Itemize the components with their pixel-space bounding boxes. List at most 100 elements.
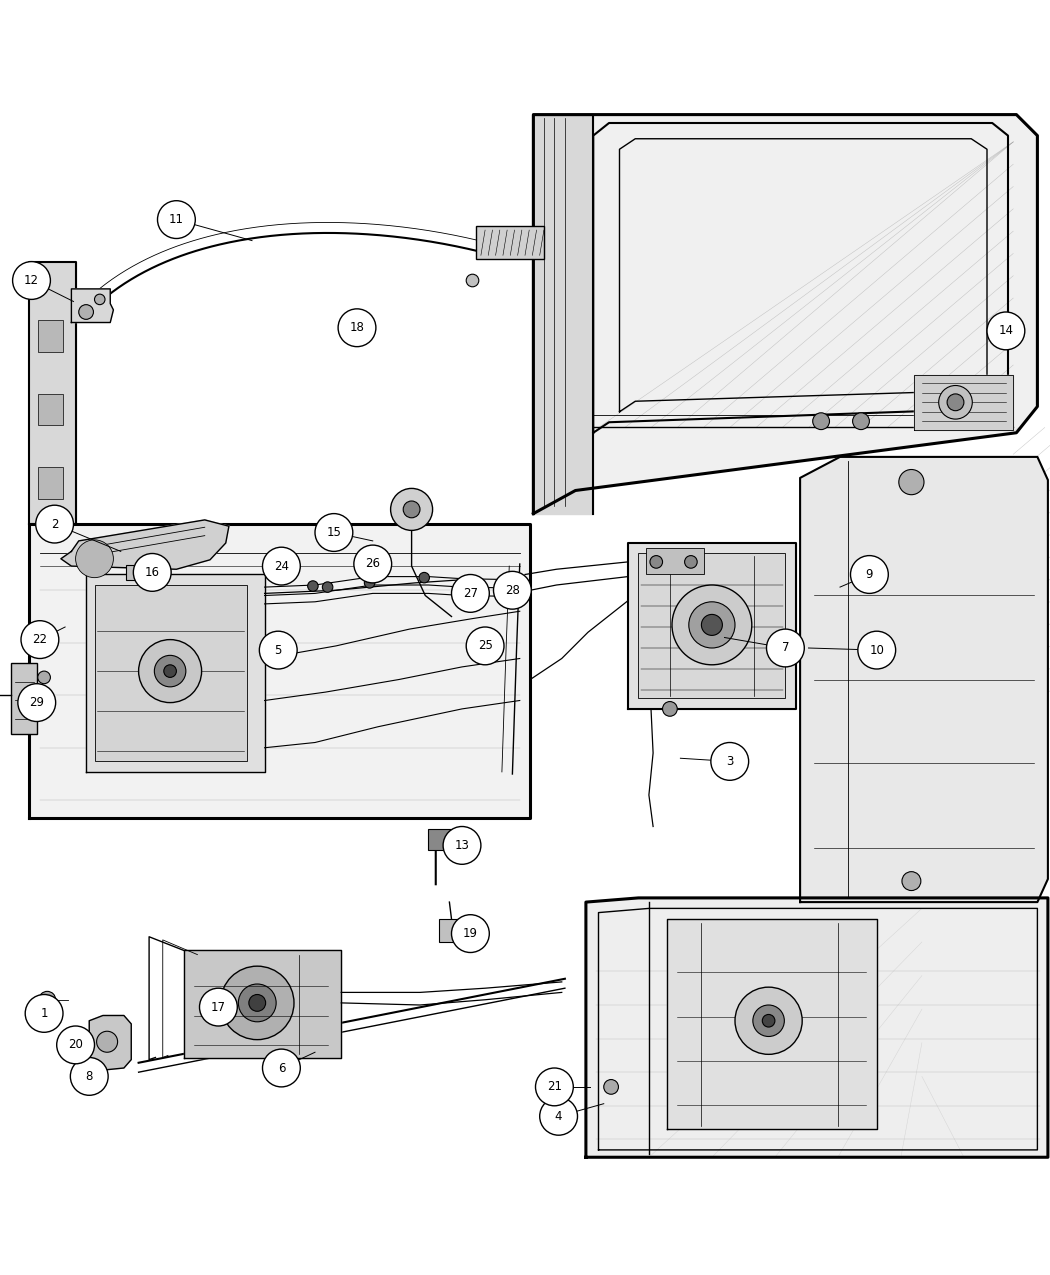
Circle shape bbox=[133, 553, 171, 592]
Text: 13: 13 bbox=[455, 839, 469, 852]
Circle shape bbox=[762, 1015, 775, 1028]
Polygon shape bbox=[29, 524, 530, 819]
Text: 9: 9 bbox=[865, 567, 874, 581]
Circle shape bbox=[452, 575, 489, 612]
Circle shape bbox=[391, 488, 433, 530]
Text: 21: 21 bbox=[547, 1080, 562, 1094]
Circle shape bbox=[540, 1098, 578, 1135]
Circle shape bbox=[452, 914, 489, 952]
Polygon shape bbox=[628, 543, 796, 709]
Circle shape bbox=[689, 602, 735, 648]
Circle shape bbox=[39, 992, 56, 1009]
Circle shape bbox=[315, 514, 353, 551]
Circle shape bbox=[97, 1031, 118, 1052]
Text: 25: 25 bbox=[478, 639, 492, 653]
FancyBboxPatch shape bbox=[439, 919, 483, 942]
Circle shape bbox=[672, 585, 752, 664]
Circle shape bbox=[735, 987, 802, 1054]
Polygon shape bbox=[800, 456, 1048, 903]
Text: 2: 2 bbox=[50, 518, 59, 530]
Circle shape bbox=[850, 556, 888, 593]
Circle shape bbox=[65, 1035, 78, 1048]
Circle shape bbox=[262, 547, 300, 585]
Polygon shape bbox=[29, 261, 76, 524]
Polygon shape bbox=[71, 289, 113, 323]
Text: 4: 4 bbox=[554, 1109, 563, 1123]
Circle shape bbox=[164, 664, 176, 677]
Circle shape bbox=[364, 572, 375, 583]
Text: 20: 20 bbox=[68, 1038, 83, 1052]
Circle shape bbox=[322, 581, 333, 593]
Text: 22: 22 bbox=[33, 634, 47, 646]
Text: 15: 15 bbox=[327, 527, 341, 539]
FancyBboxPatch shape bbox=[10, 663, 37, 734]
FancyBboxPatch shape bbox=[646, 548, 704, 575]
Text: 27: 27 bbox=[463, 586, 478, 601]
FancyBboxPatch shape bbox=[38, 320, 63, 352]
Polygon shape bbox=[86, 575, 265, 771]
Text: 19: 19 bbox=[463, 927, 478, 940]
Circle shape bbox=[419, 572, 429, 583]
Text: 3: 3 bbox=[726, 755, 734, 768]
Circle shape bbox=[262, 1049, 300, 1086]
Circle shape bbox=[902, 872, 921, 890]
Text: 6: 6 bbox=[277, 1062, 286, 1075]
Polygon shape bbox=[914, 375, 1013, 430]
Circle shape bbox=[354, 546, 392, 583]
Circle shape bbox=[443, 826, 481, 864]
Text: 29: 29 bbox=[29, 696, 44, 709]
Circle shape bbox=[663, 701, 677, 717]
Circle shape bbox=[220, 966, 294, 1039]
Text: 26: 26 bbox=[365, 557, 380, 570]
Circle shape bbox=[249, 994, 266, 1011]
Circle shape bbox=[536, 1068, 573, 1105]
FancyBboxPatch shape bbox=[638, 553, 785, 699]
Circle shape bbox=[76, 539, 113, 578]
Circle shape bbox=[604, 1080, 618, 1094]
Polygon shape bbox=[61, 520, 229, 569]
FancyBboxPatch shape bbox=[126, 565, 158, 580]
Text: 28: 28 bbox=[505, 584, 520, 597]
Circle shape bbox=[853, 413, 869, 430]
Text: 24: 24 bbox=[274, 560, 289, 572]
Circle shape bbox=[685, 556, 697, 569]
Circle shape bbox=[25, 994, 63, 1033]
Circle shape bbox=[259, 631, 297, 669]
Circle shape bbox=[858, 631, 896, 669]
Polygon shape bbox=[533, 115, 1037, 514]
Circle shape bbox=[38, 671, 50, 683]
Polygon shape bbox=[533, 115, 593, 514]
Text: 12: 12 bbox=[24, 274, 39, 287]
Text: 14: 14 bbox=[999, 324, 1013, 338]
Circle shape bbox=[711, 742, 749, 780]
Circle shape bbox=[947, 394, 964, 411]
Circle shape bbox=[13, 261, 50, 300]
Circle shape bbox=[753, 1005, 784, 1037]
Text: 8: 8 bbox=[85, 1070, 93, 1082]
Text: 11: 11 bbox=[169, 213, 184, 226]
FancyBboxPatch shape bbox=[38, 394, 63, 426]
Text: 17: 17 bbox=[211, 1001, 226, 1014]
Circle shape bbox=[79, 305, 93, 319]
Circle shape bbox=[139, 640, 202, 703]
Circle shape bbox=[364, 578, 375, 588]
Circle shape bbox=[813, 413, 830, 430]
Text: 7: 7 bbox=[781, 641, 790, 654]
Circle shape bbox=[18, 683, 56, 722]
Circle shape bbox=[154, 655, 186, 687]
FancyBboxPatch shape bbox=[38, 468, 63, 499]
Polygon shape bbox=[667, 919, 877, 1128]
Circle shape bbox=[238, 984, 276, 1021]
Circle shape bbox=[36, 505, 74, 543]
Text: 16: 16 bbox=[145, 566, 160, 579]
FancyBboxPatch shape bbox=[476, 226, 544, 260]
Circle shape bbox=[494, 571, 531, 609]
FancyBboxPatch shape bbox=[428, 829, 455, 849]
Circle shape bbox=[701, 615, 722, 635]
Circle shape bbox=[650, 556, 663, 569]
Text: 18: 18 bbox=[350, 321, 364, 334]
Circle shape bbox=[158, 200, 195, 238]
Circle shape bbox=[70, 1057, 108, 1095]
Circle shape bbox=[200, 988, 237, 1026]
Text: 10: 10 bbox=[869, 644, 884, 657]
